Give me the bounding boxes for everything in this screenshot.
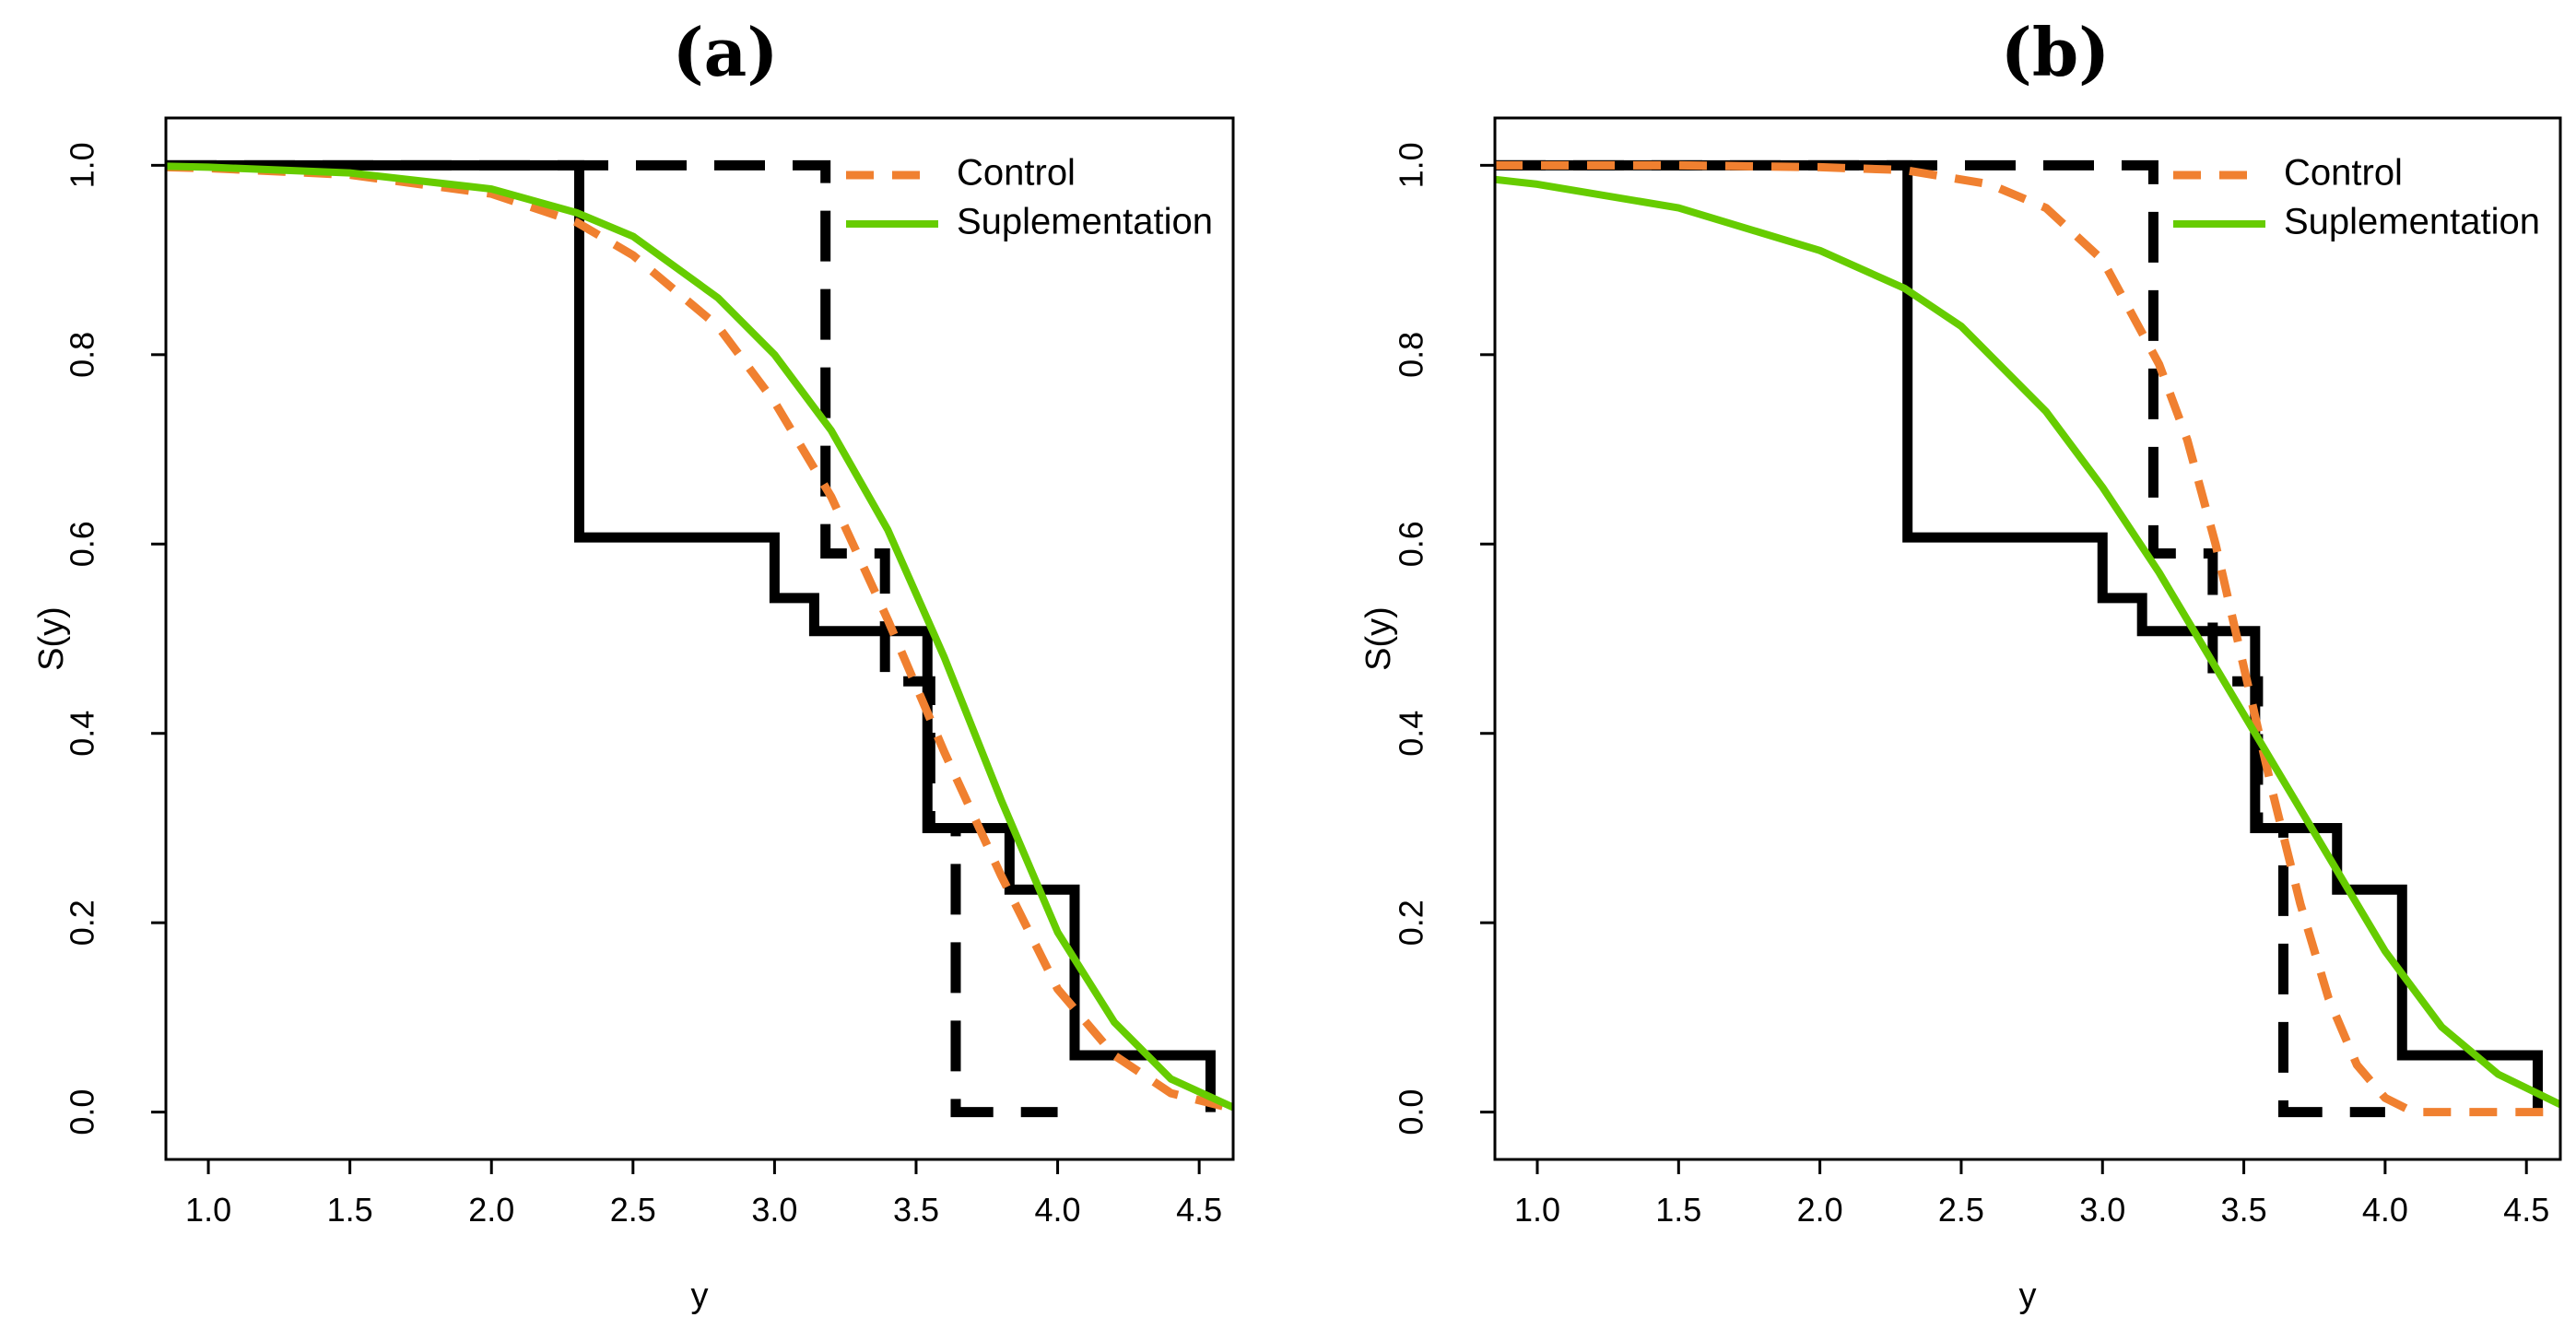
legend-supplementation-label-b: Suplementation (2284, 202, 2540, 242)
legend-control-label-a: Control (957, 153, 1076, 194)
x-axis-label-a: y (691, 1276, 709, 1315)
y-tick-label-b: 0.0 (1393, 1089, 1430, 1135)
x-tick-label-b: 2.0 (1797, 1191, 1843, 1229)
y-axis-label-a: S(y) (32, 606, 71, 671)
supplementation-fitted-curve-b (1495, 175, 2560, 1109)
y-tick-label-b: 0.4 (1393, 711, 1430, 757)
panel-b: (b) 1.0 1.5 2.0 2.5 3.0 3.5 4.0 4.5 0.0 0.2 0.4 0.6… (1359, 13, 2562, 1315)
km-supplementation-step-curve-a (166, 159, 1216, 1112)
y-tick-label-b: 0.2 (1393, 900, 1430, 946)
legend-b: Control Suplementation (2173, 153, 2540, 242)
km-control-step-curve-b (1495, 159, 2385, 1118)
y-tick-label-a: 0.2 (64, 900, 101, 946)
control-fitted-curve-b (1495, 160, 2555, 1117)
plot-box-b (1493, 116, 2562, 1161)
x-tick-label-a: 4.5 (1176, 1191, 1222, 1229)
x-tick-label-a: 2.0 (468, 1191, 514, 1229)
plot-series-b (1495, 159, 2560, 1118)
x-tick-label-a: 1.5 (327, 1191, 373, 1229)
y-tick-label-a: 0.8 (64, 332, 101, 378)
y-axis-label-b: S(y) (1359, 606, 1398, 671)
x-tick-label-b: 1.0 (1514, 1191, 1560, 1229)
plot-series-a (166, 159, 1233, 1118)
x-tick-label-a: 3.5 (893, 1191, 939, 1229)
y-tick-label-a: 0.6 (64, 521, 101, 567)
x-tick-label-b: 3.0 (2079, 1191, 2125, 1229)
legend-a: Control Suplementation (846, 153, 1213, 242)
plot-box-a (164, 116, 1235, 1161)
y-tick-label-b: 1.0 (1393, 142, 1430, 188)
y-tick-label-b: 0.8 (1393, 332, 1430, 378)
panel-a: (a) 1.0 1.5 2.0 2.5 3.0 3.5 4.0 4.5 0.0 0.2 0.4 0.6… (32, 13, 1235, 1315)
y-tick-label-b: 0.6 (1393, 521, 1430, 567)
legend-control-label-b: Control (2284, 153, 2403, 194)
panel-title-a: (a) (673, 13, 779, 91)
x-tick-label-a: 4.0 (1035, 1191, 1081, 1229)
x-axis-label-b: y (2019, 1276, 2037, 1315)
x-tick-label-b: 4.5 (2503, 1191, 2549, 1229)
x-tick-label-a: 3.0 (751, 1191, 797, 1229)
x-tick-label-a: 1.0 (185, 1191, 231, 1229)
panel-title-b: (b) (2001, 13, 2110, 91)
supplementation-fitted-curve-a (166, 162, 1233, 1112)
km-control-step-curve-a (166, 159, 1058, 1118)
legend-supplementation-label-a: Suplementation (957, 202, 1213, 242)
x-tick-label-b: 3.5 (2221, 1191, 2267, 1229)
x-tick-label-a: 2.5 (610, 1191, 656, 1229)
x-tick-label-b: 1.5 (1655, 1191, 1701, 1229)
x-tick-label-b: 2.5 (1938, 1191, 1984, 1229)
y-tick-label-a: 0.0 (64, 1089, 101, 1135)
km-supplementation-step-curve-b (1495, 159, 2543, 1112)
y-tick-label-a: 1.0 (64, 142, 101, 188)
y-tick-label-a: 0.4 (64, 711, 101, 757)
x-tick-label-b: 4.0 (2362, 1191, 2408, 1229)
